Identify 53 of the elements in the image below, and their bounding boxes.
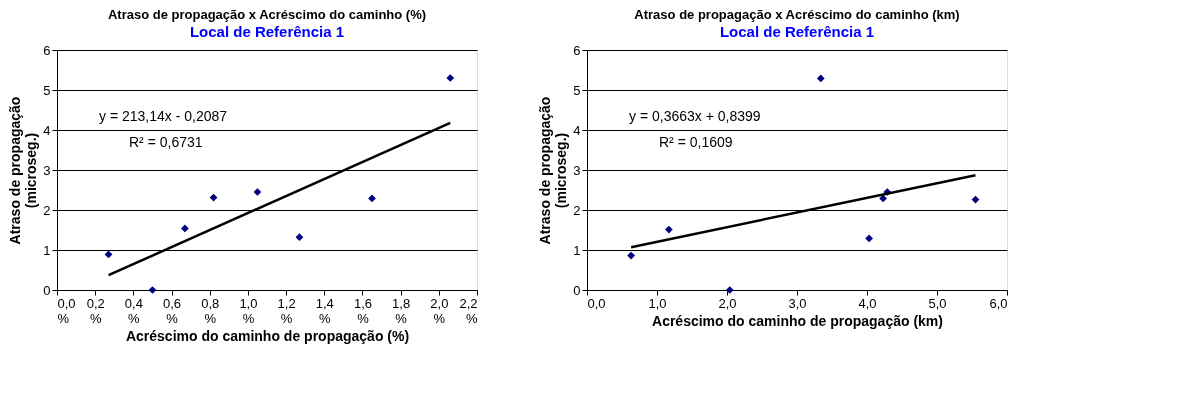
x-tick-label: 1,0 % [239, 295, 258, 326]
chart-subtitle: Local de Referência 1 [719, 23, 875, 40]
x-tick-label: 0,0 [587, 295, 606, 311]
x-tick-label: 0,6 % [163, 295, 182, 326]
x-tick-label: 1,0 [648, 295, 667, 311]
y-tick-label: 5 [573, 82, 581, 98]
point [181, 224, 189, 233]
chart-title: Atraso de propagação x Acréscimo do caminho (%) [107, 7, 427, 22]
point [368, 194, 376, 203]
y-tick-label: 1 [573, 242, 581, 258]
y-tick-label: 4 [573, 122, 581, 138]
x-tick-label: 5,0 [928, 295, 947, 311]
annotation: R² = 0,6731 [129, 134, 203, 151]
y-tick-label: 4 [43, 122, 51, 138]
y-tick-label: 3 [43, 162, 51, 178]
x-axis-title: Acréscimo do caminho de propagação (km) [652, 312, 943, 329]
x-tick-label: 1,6 % [353, 295, 372, 326]
chart-subtitle: Local de Referência 1 [189, 23, 345, 40]
y-axis-title: Atraso de propagação (microseg.) [7, 96, 40, 245]
x-tick-label: 0,2 % [86, 295, 105, 326]
y-tick-label: 0 [573, 282, 581, 298]
y-tick-label: 6 [573, 42, 581, 58]
chart-title: Atraso de propagação x Acréscimo do caminho (km) [634, 7, 960, 22]
annotation: y = 0,3663x + 0,8399 [629, 108, 761, 125]
point [104, 250, 113, 259]
y-tick-label: 5 [43, 82, 51, 98]
x-tick-label: 6,0 [989, 295, 1008, 311]
y-tick-label: 6 [43, 42, 51, 58]
x-tick-label: 2,0 [718, 295, 737, 311]
point [253, 188, 262, 196]
x-tick-label: 1,8 % [392, 295, 411, 326]
y-tick-label: 1 [43, 242, 51, 258]
x-tick-label: 0,4 % [124, 295, 143, 326]
annotation: y = 213,14x - 0,2087 [99, 108, 228, 125]
x-tick-label: 2,0 % [430, 295, 449, 326]
y-tick-label: 0 [43, 282, 51, 298]
point [148, 286, 157, 294]
x-tick-label: 1,2 % [277, 295, 296, 326]
y-tick-label: 2 [573, 202, 581, 218]
point [295, 233, 304, 242]
x-tick-label: 0,8 % [201, 295, 220, 326]
point [446, 74, 455, 82]
x-axis-title: Acréscimo do caminho de propagação (%) [125, 327, 410, 344]
x-tick-label: 0,0 % [57, 295, 76, 326]
y-axis-title: Atraso de propagação (microseg.) [537, 96, 570, 245]
x-tick-label: 2,2 % [459, 295, 478, 326]
x-tick-label: 1,4 % [315, 295, 334, 326]
y-tick-label: 3 [573, 162, 581, 178]
y-tick-label: 2 [43, 202, 51, 218]
point [209, 193, 218, 202]
annotation: R² = 0,1609 [659, 134, 733, 151]
x-tick-label: 4,0 [858, 295, 877, 311]
x-tick-label: 3,0 [788, 295, 807, 311]
